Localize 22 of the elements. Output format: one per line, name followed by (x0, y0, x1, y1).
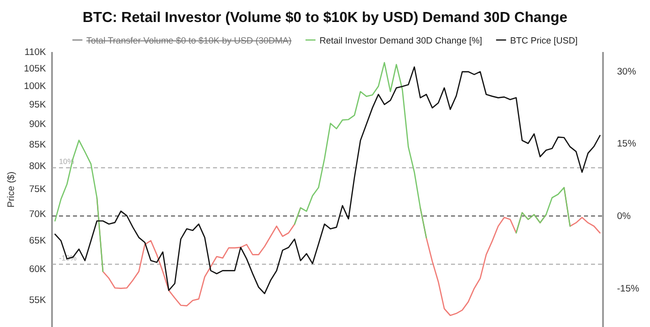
y2-tick-label: -15% (617, 283, 640, 294)
y-tick-label: 110K (24, 47, 47, 58)
y-tick-label: 65K (29, 235, 47, 246)
legend-label: Total Transfer Volume $0 to $10K by USD (30DMA) (86, 36, 292, 46)
y-tick-label: 85K (29, 139, 47, 150)
line-series (54, 66, 601, 294)
y-tick-label: 105K (24, 64, 47, 75)
y-tick-label: 70K (29, 208, 47, 220)
y2-tick-label: 15% (617, 138, 637, 150)
y2-tick-label: 0% (617, 211, 632, 222)
y-axis-title: Price ($) (6, 172, 17, 208)
y-tick-label: 75K (29, 184, 47, 196)
y-tick-label: 55K (29, 295, 47, 306)
y-tick-label: 100K (24, 81, 47, 92)
y-tick-label: 60K (29, 264, 47, 275)
y-tick-label: 95K (29, 99, 47, 110)
legend-label: BTC Price [USD] (510, 36, 578, 46)
y2-tick-label: 30% (617, 66, 637, 78)
chart-title: BTC: Retail Investor (Volume $0 to $10K by USD) Demand 30D Change (82, 10, 568, 26)
y-tick-label: 80K (29, 160, 47, 172)
y-tick-label: 90K (29, 118, 47, 130)
legend-label: Retail Investor Demand 30D Change [%] (319, 36, 482, 46)
